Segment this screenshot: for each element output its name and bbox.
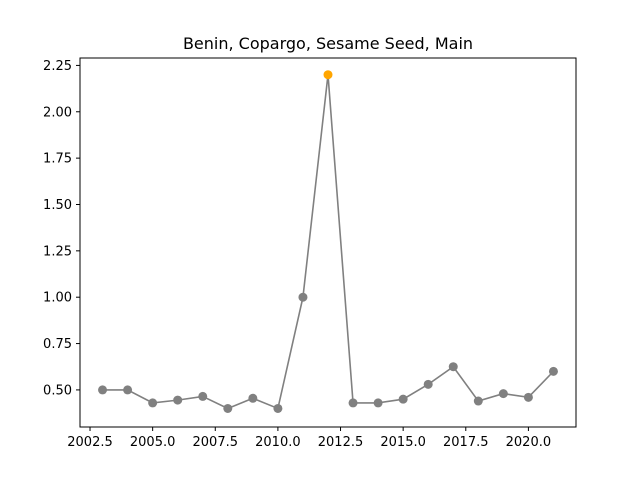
data-point xyxy=(248,393,258,403)
y-tick-label: 1.50 xyxy=(43,198,72,213)
y-tick-label: 0.75 xyxy=(43,337,72,352)
data-point xyxy=(148,398,158,408)
data-point xyxy=(98,385,108,395)
y-tick-label: 0.50 xyxy=(43,383,72,398)
data-point xyxy=(423,379,433,389)
y-tick-label: 1.25 xyxy=(43,244,72,259)
data-point xyxy=(448,362,458,372)
data-point xyxy=(373,398,383,408)
data-point xyxy=(273,403,283,413)
x-tick-label: 2007.5 xyxy=(193,435,239,450)
data-point xyxy=(548,366,558,376)
x-tick-label: 2012.5 xyxy=(318,435,364,450)
plot-area xyxy=(79,57,577,428)
data-point xyxy=(298,292,308,302)
data-point xyxy=(473,396,483,406)
data-point xyxy=(123,385,133,395)
y-tick-label: 2.25 xyxy=(43,59,72,74)
highlighted-data-point xyxy=(323,70,333,80)
x-tick-label: 2017.5 xyxy=(443,435,489,450)
data-point xyxy=(173,395,183,405)
chart-title: Benin, Copargo, Sesame Seed, Main xyxy=(183,34,473,53)
data-point xyxy=(523,392,533,402)
y-tick-label: 1.75 xyxy=(43,152,72,167)
data-point xyxy=(223,403,233,413)
data-point xyxy=(398,394,408,404)
x-tick-label: 2002.5 xyxy=(67,435,113,450)
x-axis: 2002.5 2005.0 2007.5 2010.0 2012.5 2015.0 2017… xyxy=(67,427,551,450)
x-tick-label: 2015.0 xyxy=(380,435,426,450)
x-tick-label: 2010.0 xyxy=(255,435,301,450)
data-point xyxy=(498,389,508,399)
data-point xyxy=(348,398,358,408)
x-tick-label: 2005.0 xyxy=(130,435,176,450)
y-axis: 0.50 0.75 1.00 1.25 1.50 1.75 2.00 2.25 xyxy=(43,59,80,398)
y-tick-label: 2.00 xyxy=(43,105,72,120)
y-tick-label: 1.00 xyxy=(43,291,72,306)
data-point xyxy=(198,391,208,401)
series-line xyxy=(102,74,555,410)
x-tick-label: 2020.0 xyxy=(506,435,552,450)
series-layer xyxy=(98,70,558,413)
